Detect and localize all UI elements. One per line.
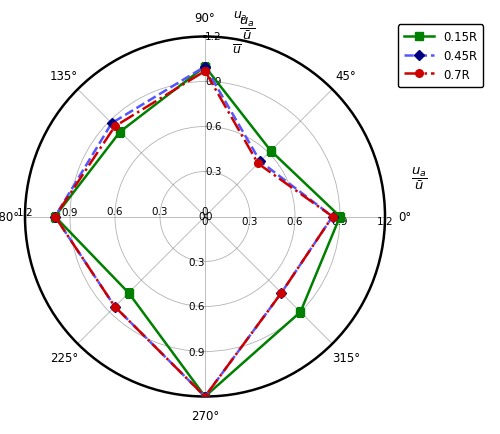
Text: 0: 0 [202,207,208,217]
0.15R [202,65,208,70]
Text: 0.6: 0.6 [287,217,303,227]
Text: 0: 0 [205,212,212,222]
Text: 0.6: 0.6 [107,207,123,217]
0.45R [202,65,208,70]
Text: 0.3: 0.3 [152,207,168,217]
Text: 1.2: 1.2 [376,217,394,227]
0.15R [202,394,208,399]
0.15R [268,149,274,154]
Text: 1.2: 1.2 [205,33,222,43]
Text: 0.3: 0.3 [242,217,258,227]
Text: 0.9: 0.9 [332,217,348,227]
Text: $u_a$: $u_a$ [233,10,248,23]
Line: 0.45R: 0.45R [51,63,337,401]
0.45R [202,65,208,70]
0.7R [202,394,208,399]
0.7R [112,125,118,130]
Text: 0.9: 0.9 [62,207,78,217]
0.45R [52,214,58,220]
0.45R [257,159,263,164]
Line: 0.7R: 0.7R [51,68,337,401]
Text: $\dfrac{u_a}{\bar{u}}$: $\dfrac{u_a}{\bar{u}}$ [240,15,256,42]
Text: 0.6: 0.6 [205,122,222,132]
Text: $\overline{u}$: $\overline{u}$ [232,43,241,57]
0.7R [255,161,261,167]
0.15R [298,309,304,315]
0.45R [112,304,118,309]
Text: 0.9: 0.9 [188,347,205,357]
0.45R [202,394,208,399]
Text: 0.9: 0.9 [205,77,222,87]
Legend: 0.15R, 0.45R, 0.7R: 0.15R, 0.45R, 0.7R [398,25,483,88]
Line: 0.15R: 0.15R [51,63,344,401]
0.15R [52,214,58,220]
Text: 0.3: 0.3 [205,167,222,177]
0.7R [52,214,58,220]
0.7R [202,69,208,75]
0.7R [112,304,118,309]
0.15R [202,65,208,70]
0.7R [202,69,208,75]
0.45R [108,121,114,126]
Text: 0.6: 0.6 [188,302,205,312]
0.7R [330,214,336,220]
Text: $\dfrac{u_a}{\bar{u}}$: $\dfrac{u_a}{\bar{u}}$ [411,165,427,191]
Text: 0: 0 [202,217,208,227]
0.15R [117,130,123,135]
Text: 0: 0 [198,212,205,222]
0.7R [278,291,284,296]
0.45R [278,291,284,296]
Text: 0.3: 0.3 [188,257,205,267]
0.15R [337,214,343,220]
0.45R [330,214,336,220]
0.15R [126,291,132,296]
Text: 1.2: 1.2 [16,207,34,217]
